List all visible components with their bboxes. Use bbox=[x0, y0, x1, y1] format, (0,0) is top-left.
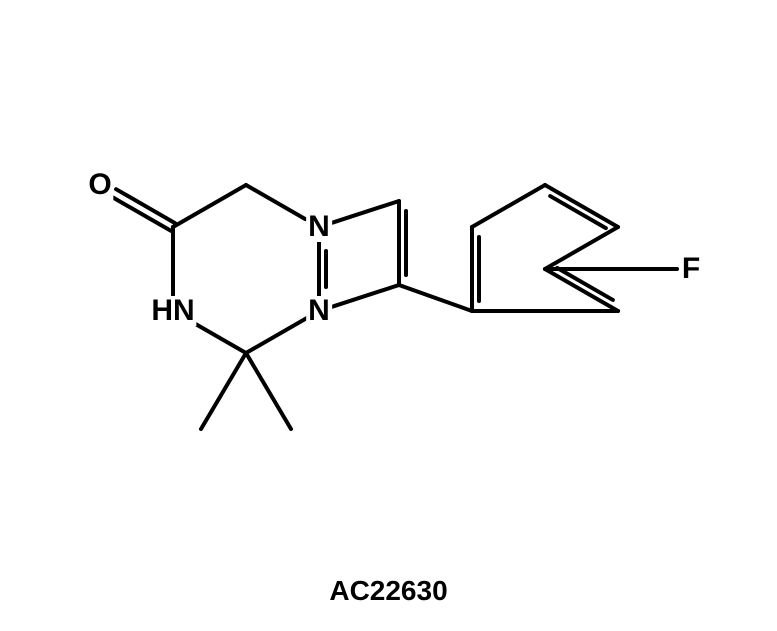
atom-n2: N bbox=[306, 296, 332, 326]
atom-o: O bbox=[86, 170, 113, 200]
compound-label: AC22630 bbox=[329, 575, 447, 607]
structure-canvas: O N N HN F AC22630 bbox=[0, 0, 777, 631]
bond-layer bbox=[0, 0, 777, 631]
atom-f: F bbox=[680, 254, 702, 284]
atom-nh: HN bbox=[149, 296, 196, 326]
atom-n1: N bbox=[306, 212, 332, 242]
